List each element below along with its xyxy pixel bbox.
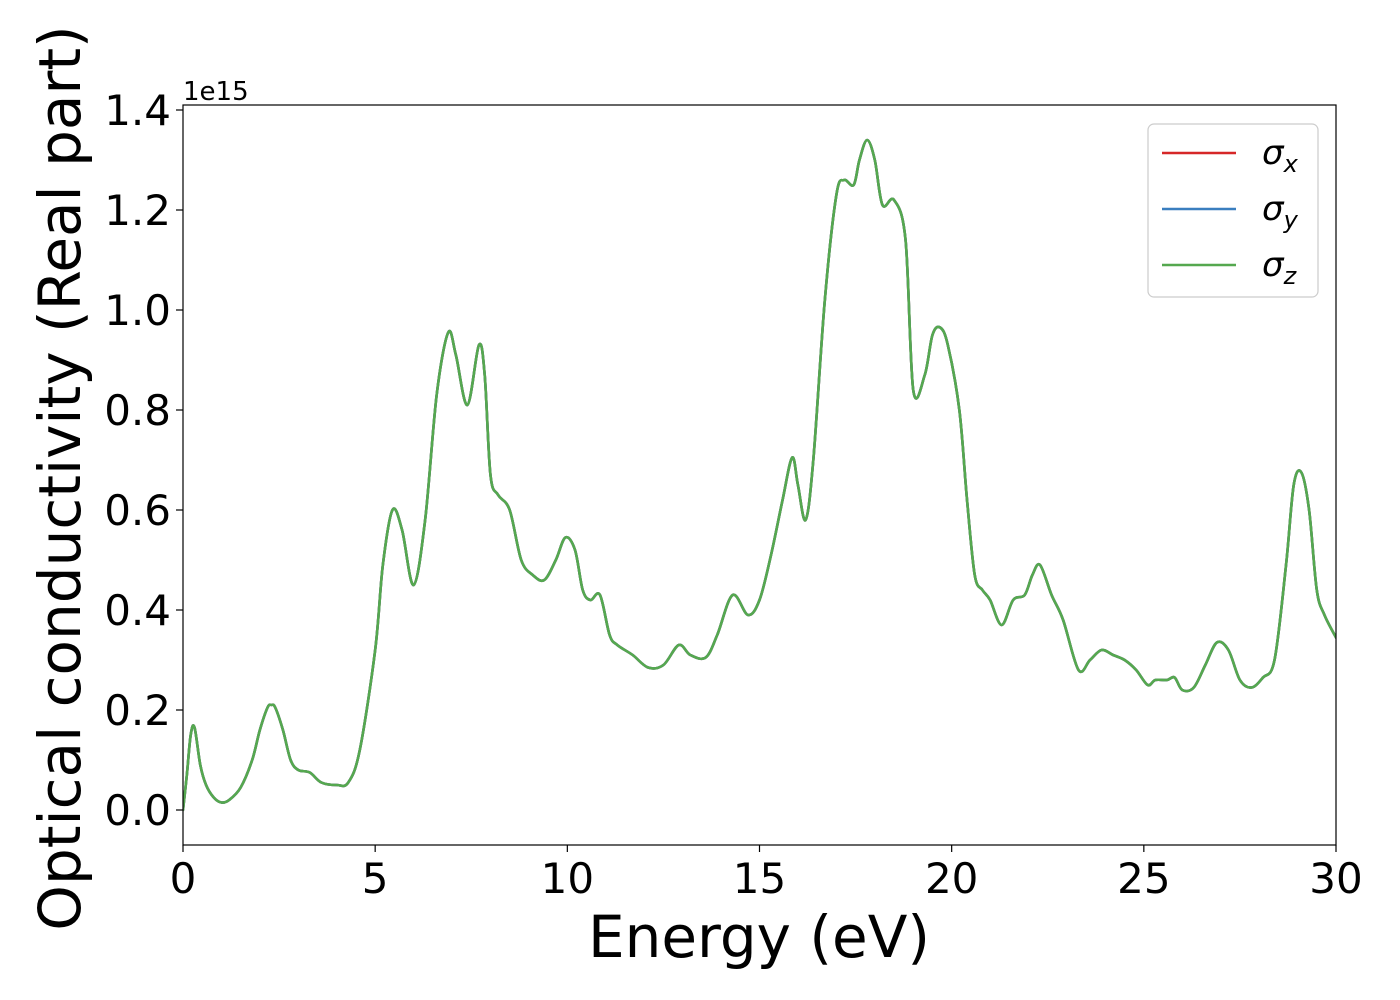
y-tick-label: 0.0 — [104, 786, 171, 835]
y-tick-label: 1.0 — [104, 286, 171, 335]
x-tick-label: 5 — [362, 854, 389, 903]
series-line-z — [183, 138, 1336, 812]
legend-label-y: σy — [1262, 189, 1299, 234]
legend: σx σy σz — [1147, 123, 1319, 298]
legend-items: σx σy σz — [1162, 133, 1299, 290]
x-axis-ticks: 0 5 10 15 20 25 30 — [170, 845, 1363, 903]
y-tick-label: 0.4 — [104, 586, 171, 635]
series-layer — [183, 138, 1336, 812]
plot-area — [183, 105, 1336, 845]
y-tick-label: 1.2 — [104, 186, 171, 235]
x-tick-label: 20 — [925, 854, 978, 903]
x-tick-label: 25 — [1117, 854, 1170, 903]
x-tick-label: 0 — [170, 854, 197, 903]
legend-box — [1147, 123, 1319, 298]
x-axis-label: Energy (eV) — [588, 903, 930, 971]
offset-label: 1e15 — [183, 77, 249, 107]
y-axis-ticks: 0.0 0.2 0.4 0.6 0.8 1.0 1.2 1.4 — [104, 86, 183, 835]
x-tick-label: 10 — [541, 854, 594, 903]
legend-label-z: σz — [1262, 245, 1298, 290]
y-tick-label: 0.6 — [104, 486, 171, 535]
y-tick-label: 0.8 — [104, 386, 171, 435]
legend-label-x: σx — [1262, 133, 1299, 178]
y-axis-label: Optical conductivity (Real part) — [26, 25, 94, 930]
x-tick-label: 30 — [1309, 854, 1362, 903]
y-tick-label: 1.4 — [104, 86, 171, 135]
y-tick-label: 0.2 — [104, 686, 171, 735]
x-tick-label: 15 — [733, 854, 786, 903]
